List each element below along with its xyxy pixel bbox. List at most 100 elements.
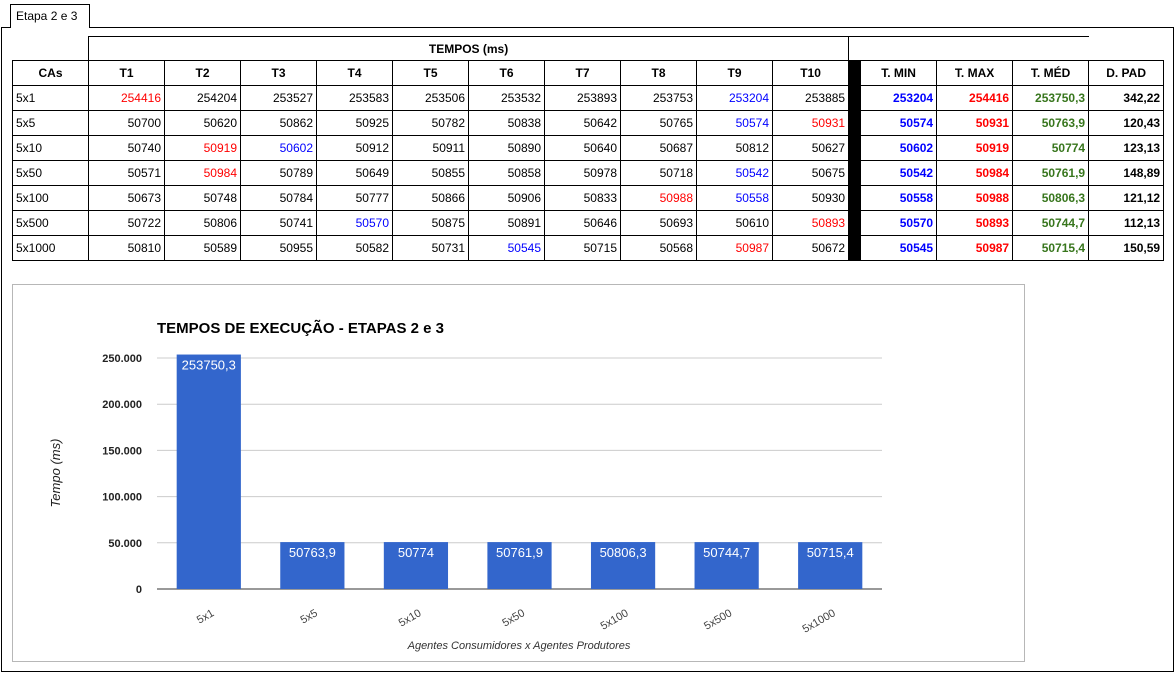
max-cell: 50893 <box>936 210 1014 236</box>
row-label-cell: 5x5 <box>12 110 89 136</box>
bar-data-label: 253750,3 <box>182 358 236 373</box>
time-cell: 50955 <box>240 235 317 261</box>
bar <box>694 542 759 589</box>
time-cell: 50812 <box>696 135 773 161</box>
y-axis-label: Tempo (ms) <box>48 439 63 508</box>
times-group-header: TEMPOS (ms) <box>87 36 850 61</box>
bar <box>798 542 863 589</box>
time-cell: 50988 <box>620 185 697 211</box>
column-header: T. MIN <box>860 60 938 86</box>
time-cell: 253893 <box>544 85 621 111</box>
min-cell: 50558 <box>860 185 938 211</box>
max-cell: 50984 <box>936 160 1014 186</box>
bar-chart: TEMPOS DE EXECUÇÃO - ETAPAS 2 e 3 0 50.000… <box>48 319 882 652</box>
row-label-cell: 5x1000 <box>12 235 89 261</box>
time-cell: 253753 <box>620 85 697 111</box>
stddev-cell: 123,13 <box>1088 135 1165 161</box>
max-cell: 50988 <box>936 185 1014 211</box>
separator-cell <box>848 85 862 111</box>
stddev-cell: 150,59 <box>1088 235 1165 261</box>
table-row: 5x500 50722 50806 50741 50570 50875 50891 50646… <box>12 210 1165 236</box>
mean-cell: 50763,9 <box>1012 110 1090 136</box>
min-cell: 50602 <box>860 135 938 161</box>
time-cell: 50912 <box>316 135 393 161</box>
time-cell: 50582 <box>316 235 393 261</box>
min-cell: 253204 <box>860 85 938 111</box>
table-row: 5x10 50740 50919 50602 50912 50911 50890 50640 5… <box>12 135 1165 161</box>
time-cell: 50748 <box>164 185 241 211</box>
min-cell: 50545 <box>860 235 938 261</box>
column-header: T. MAX <box>936 60 1014 86</box>
y-tick-label: 150.000 <box>102 445 142 457</box>
time-cell: 50715 <box>544 235 621 261</box>
bar <box>590 542 656 589</box>
time-cell: 50906 <box>468 185 545 211</box>
time-cell: 50930 <box>771 185 850 211</box>
row-label-cell: 5x10 <box>12 135 89 161</box>
time-cell: 50855 <box>392 160 469 186</box>
column-header: T. MÉD <box>1012 60 1090 86</box>
x-tick-label: 5x50 <box>500 607 527 629</box>
time-cell: 50570 <box>316 210 393 236</box>
column-header: T9 <box>696 60 773 86</box>
row-label-cell: 5x1 <box>12 85 89 111</box>
time-cell: 50545 <box>468 235 545 261</box>
time-cell: 50925 <box>316 110 393 136</box>
time-cell: 50919 <box>164 135 241 161</box>
x-tick-label: 5x10 <box>397 607 424 629</box>
time-cell: 50789 <box>240 160 317 186</box>
column-header: T2 <box>164 60 241 86</box>
time-cell: 50765 <box>620 110 697 136</box>
time-cell: 50602 <box>240 135 317 161</box>
chart-title: TEMPOS DE EXECUÇÃO - ETAPAS 2 e 3 <box>157 319 444 337</box>
x-tick-label: 5x1000 <box>800 607 837 635</box>
time-cell: 50987 <box>696 235 773 261</box>
time-cell: 50866 <box>392 185 469 211</box>
separator-cell <box>848 185 862 211</box>
column-header: T8 <box>620 60 697 86</box>
time-cell: 50893 <box>771 210 850 236</box>
x-tick-label: 5x5 <box>298 607 319 626</box>
max-cell: 50919 <box>936 135 1014 161</box>
time-cell: 50875 <box>392 210 469 236</box>
time-cell: 50687 <box>620 135 697 161</box>
time-cell: 50718 <box>620 160 697 186</box>
time-cell: 253506 <box>392 85 469 111</box>
column-header: CAs <box>12 60 89 86</box>
table-row: 5x1000 50810 50589 50955 50582 50731 50545 5071… <box>12 235 1165 261</box>
sheet-tab[interactable]: Etapa 2 e 3 <box>10 4 90 28</box>
time-cell: 50731 <box>392 235 469 261</box>
column-header-row: CAs T1 T2 T3 T4 T5 T6 T7 T8 T9 T10 T. MIN T. MAX T. M… <box>12 60 1165 86</box>
stddev-cell: 120,43 <box>1088 110 1165 136</box>
time-cell: 50571 <box>88 160 165 186</box>
bar-data-label: 50744,7 <box>703 545 750 560</box>
stddev-cell: 148,89 <box>1088 160 1165 186</box>
blank-cell <box>13 37 89 61</box>
y-tick-label: 100.000 <box>102 492 142 504</box>
time-cell: 253532 <box>468 85 545 111</box>
time-cell: 50574 <box>696 110 773 136</box>
column-header: T10 <box>771 60 850 86</box>
column-header: T6 <box>468 60 545 86</box>
time-cell: 50722 <box>88 210 165 236</box>
times-table: TEMPOS (ms) CAs T1 T2 T3 T4 T5 T6 T7 T8 T9 T10 T. M… <box>12 36 1165 261</box>
blank-cell <box>1089 37 1164 61</box>
time-cell: 50627 <box>771 135 850 161</box>
time-cell: 50642 <box>544 110 621 136</box>
time-cell: 50646 <box>544 210 621 236</box>
y-tick-label: 200.000 <box>102 399 142 411</box>
time-cell: 50620 <box>164 110 241 136</box>
separator-cell <box>848 210 862 236</box>
separator-cell <box>848 60 862 86</box>
max-cell: 254416 <box>936 85 1014 111</box>
column-header: T1 <box>88 60 165 86</box>
time-cell: 253885 <box>771 85 850 111</box>
max-cell: 50931 <box>936 110 1014 136</box>
separator-cell <box>848 110 862 136</box>
time-cell: 50558 <box>696 185 773 211</box>
time-cell: 50838 <box>468 110 545 136</box>
chart-container: TEMPOS DE EXECUÇÃO - ETAPAS 2 e 3 0 50.000… <box>12 284 1025 662</box>
y-tick-label: 0 <box>136 584 142 596</box>
time-cell: 50810 <box>88 235 165 261</box>
time-cell: 50931 <box>771 110 850 136</box>
